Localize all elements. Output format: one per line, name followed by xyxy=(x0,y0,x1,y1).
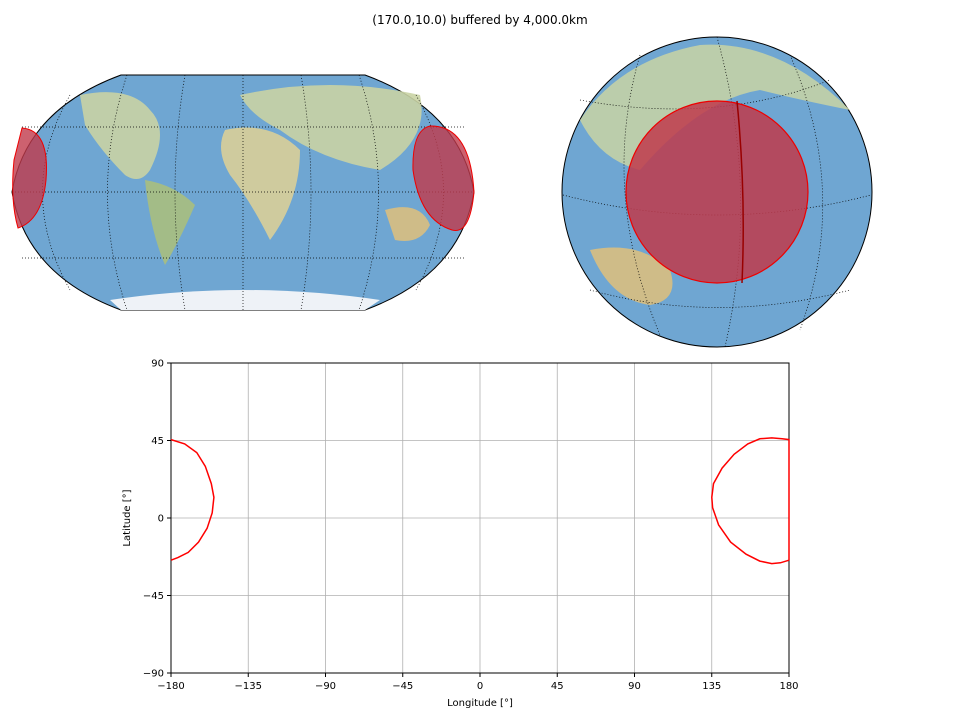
x-tick-label: 90 xyxy=(628,681,641,692)
x-tick-label: −90 xyxy=(315,681,336,692)
y-tick-label: 0 xyxy=(158,514,164,525)
x-tick-label: 0 xyxy=(477,681,483,692)
y-axis-label: Latitude [°] xyxy=(122,489,133,546)
x-tick-label: −135 xyxy=(235,681,262,692)
x-tick-label: 135 xyxy=(702,681,721,692)
x-tick-label: 45 xyxy=(551,681,564,692)
y-tick-label: −45 xyxy=(143,591,164,602)
buffer-line xyxy=(170,437,790,565)
x-tick-label: −45 xyxy=(392,681,413,692)
y-tick-label: 90 xyxy=(151,359,164,370)
x-tick-label: −180 xyxy=(157,681,184,692)
x-tick-label: 180 xyxy=(779,681,798,692)
x-axis-label: Longitude [°] xyxy=(447,698,513,709)
globe-map xyxy=(561,36,873,348)
y-tick-label: −90 xyxy=(143,669,164,680)
y-tick-label: 45 xyxy=(151,436,164,447)
figure-title: (170.0,10.0) buffered by 4,000.0km xyxy=(372,13,587,27)
robinson-map xyxy=(11,74,475,311)
